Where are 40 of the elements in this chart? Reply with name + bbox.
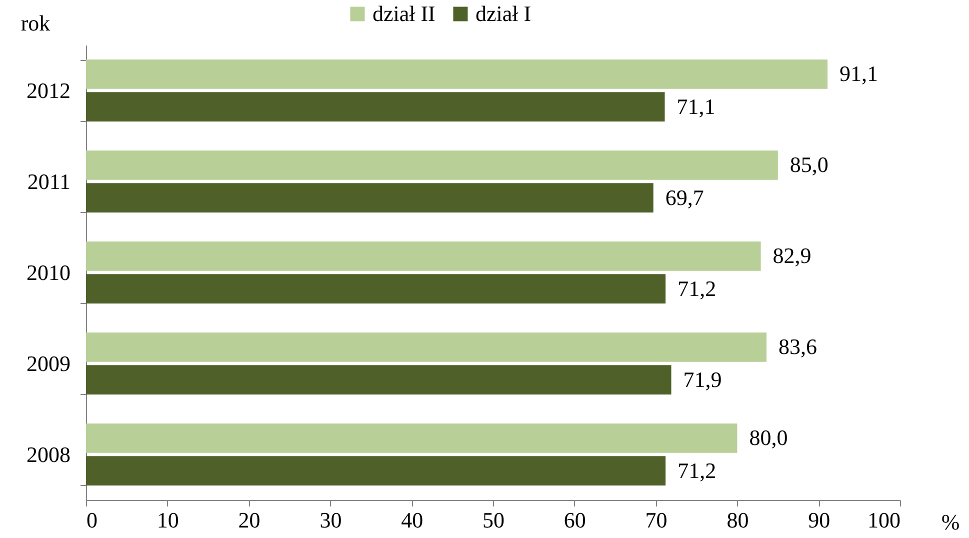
x-tick-label: 60 (564, 508, 586, 532)
x-axis-title: % (941, 510, 960, 534)
x-tick-label: 90 (808, 508, 830, 532)
bar (86, 424, 738, 453)
data-label: 83,6 (778, 334, 818, 360)
y-tick-label: 2009 (26, 351, 70, 376)
bar (86, 274, 666, 304)
bar (86, 60, 828, 89)
x-tick-label: 50 (482, 508, 504, 532)
x-tick-label: 40 (401, 508, 424, 532)
data-label: 82,9 (772, 243, 812, 268)
x-tick-label: 10 (156, 508, 179, 532)
x-tick-label: 100 (868, 508, 900, 532)
data-label: 80,0 (749, 425, 788, 450)
y-tick-label: 2011 (27, 169, 70, 194)
x-tick-label: 70 (645, 508, 668, 532)
x-tick-label: 20 (238, 508, 260, 532)
y-axis-title: rok (20, 10, 50, 36)
bar (86, 456, 666, 486)
x-tick-label: 30 (320, 508, 342, 532)
data-label: 71,9 (683, 366, 722, 392)
bar (86, 365, 672, 394)
bar (86, 150, 778, 180)
data-label: 71,2 (678, 458, 716, 483)
data-label: 69,7 (665, 184, 704, 210)
data-label: 71,1 (676, 94, 716, 119)
data-label: 85,0 (790, 152, 828, 178)
legend-label: dział I (475, 1, 532, 26)
y-tick-label: 2012 (26, 78, 70, 103)
x-tick-label: 80 (726, 508, 749, 532)
bar (86, 332, 767, 362)
data-label: 71,2 (678, 276, 716, 301)
bar (86, 92, 665, 122)
bar (86, 183, 654, 212)
y-tick-label: 2010 (26, 260, 70, 285)
x-tick-label: 0 (86, 508, 98, 532)
data-label: 91,1 (840, 61, 878, 86)
y-tick-label: 2008 (26, 442, 70, 467)
bar (86, 242, 761, 271)
legend-label: dział II (372, 1, 436, 26)
